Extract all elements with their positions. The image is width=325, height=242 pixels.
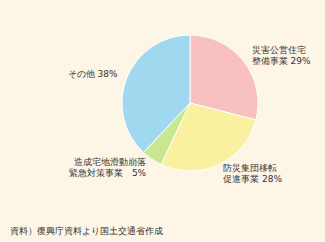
slice-label-line: 災害公営住宅 bbox=[252, 45, 306, 55]
caption: 資料）復興庁資料より国土交通省作成 bbox=[10, 226, 163, 236]
labels: 災害公営住宅整備事業 29% 防災集団移転促進事業 28% 造成宅地滑動崩落緊急対策… bbox=[68, 45, 311, 184]
slice-label: 災害公営住宅整備事業 29% bbox=[252, 45, 311, 66]
slice-label-line: 防災集団移転 bbox=[223, 163, 277, 173]
chart: 災害公営住宅整備事業 29% 防災集団移転促進事業 28% 造成宅地滑動崩落緊急対策… bbox=[0, 0, 325, 242]
slice-label-line: 整備事業 29% bbox=[252, 56, 311, 66]
slice-label: その他 38% bbox=[68, 69, 118, 79]
slices bbox=[122, 35, 258, 171]
slice-label: 防災集団移転促進事業 28% bbox=[223, 163, 282, 184]
pie-slice bbox=[122, 35, 190, 153]
slice-label-line: その他 38% bbox=[68, 69, 118, 79]
slice-label-line: 造成宅地滑動崩落 bbox=[74, 157, 146, 167]
chart-container: 災害公営住宅整備事業 29% 防災集団移転促進事業 28% 造成宅地滑動崩落緊急対策… bbox=[0, 0, 325, 242]
slice-label-line: 緊急対策事業 5% bbox=[69, 168, 147, 178]
slice-label: 造成宅地滑動崩落緊急対策事業 5% bbox=[69, 157, 147, 178]
slice-label-line: 促進事業 28% bbox=[223, 174, 282, 184]
